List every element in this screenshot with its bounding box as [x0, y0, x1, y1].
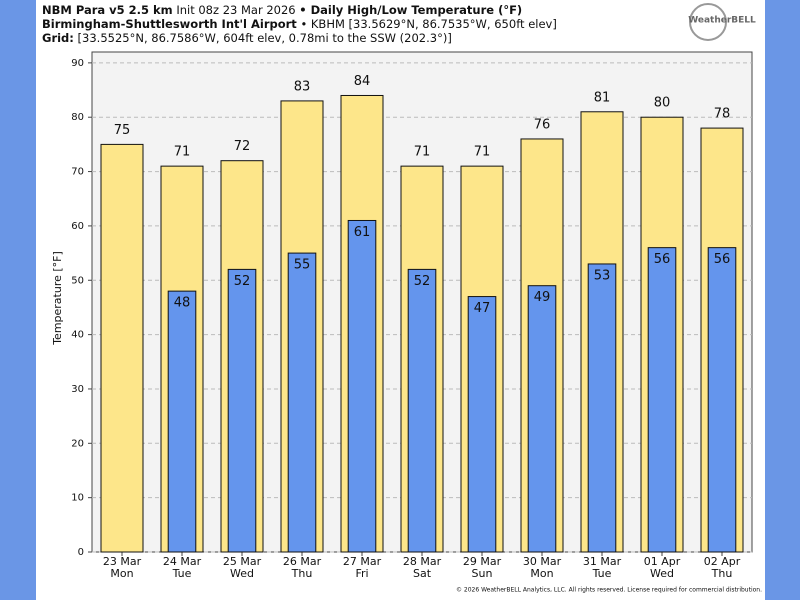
- model: NBM Para v5 2.5 km: [42, 3, 173, 17]
- x-tick-label: 29 Mar: [463, 555, 502, 568]
- y-tick-label: 90: [71, 58, 84, 69]
- init: Init 08z 23 Mar 2026: [176, 3, 295, 17]
- low-bar: [467, 296, 497, 553]
- x-tick-label: 26 Mar: [283, 555, 322, 568]
- x-tick-label: 02 Apr: [704, 555, 741, 568]
- value-label: 71: [474, 145, 491, 160]
- value-label: 52: [234, 274, 251, 289]
- y-tick-label: 30: [71, 384, 84, 395]
- x-tick-weekday: Thu: [711, 567, 733, 580]
- value-label: 75: [114, 123, 131, 138]
- x-tick-weekday: Wed: [230, 567, 254, 580]
- low-bar: [287, 252, 317, 553]
- y-axis-label: Temperature [°F]: [51, 251, 64, 346]
- value-label: 47: [474, 301, 491, 316]
- value-label: 53: [594, 268, 611, 283]
- x-tick-weekday: Tue: [592, 567, 612, 580]
- x-tick-weekday: Sun: [472, 567, 493, 580]
- value-label: 72: [234, 139, 251, 154]
- value-label: 84: [354, 74, 371, 89]
- x-tick-label: 27 Mar: [343, 555, 382, 568]
- x-tick-weekday: Sat: [413, 567, 432, 580]
- grid-info: [33.5525°N, 86.7586°W, 604ft elev, 0.78m…: [78, 31, 452, 45]
- logo: WeatherBELL: [688, 16, 756, 26]
- station-info: • KBHM [33.5629°N, 86.7535°W, 650ft elev…: [300, 17, 556, 31]
- x-tick-weekday: Mon: [530, 567, 553, 580]
- x-tick-weekday: Tue: [172, 567, 192, 580]
- value-label: 52: [414, 274, 431, 289]
- x-tick-label: 23 Mar: [103, 555, 142, 568]
- low-bar: [227, 268, 257, 553]
- y-tick-label: 60: [71, 221, 84, 232]
- low-bar: [587, 263, 617, 553]
- x-tick-weekday: Fri: [355, 567, 368, 580]
- value-label: 56: [654, 252, 671, 267]
- value-label: 78: [714, 107, 731, 122]
- product: • Daily High/Low Temperature (°F): [299, 3, 522, 17]
- x-tick-label: 24 Mar: [163, 555, 202, 568]
- value-label: 83: [294, 79, 311, 94]
- y-tick-label: 80: [71, 112, 84, 123]
- x-tick-weekday: Thu: [291, 567, 313, 580]
- y-tick-label: 40: [71, 330, 84, 341]
- x-tick-label: 25 Mar: [223, 555, 262, 568]
- low-bar: [167, 290, 197, 553]
- x-tick-label: 30 Mar: [523, 555, 562, 568]
- value-label: 55: [294, 258, 311, 273]
- x-tick-label: 28 Mar: [403, 555, 442, 568]
- low-bar: [527, 285, 557, 553]
- x-tick-weekday: Mon: [110, 567, 133, 580]
- value-label: 81: [594, 90, 611, 105]
- value-label: 48: [174, 296, 191, 311]
- x-tick-label: 31 Mar: [583, 555, 622, 568]
- header-line1: NBM Para v5 2.5 km Init 08z 23 Mar 2026 …: [42, 3, 522, 17]
- station: Birmingham-Shuttlesworth Int'l Airport: [42, 17, 297, 31]
- high-bar: [100, 143, 144, 553]
- grid-label: Grid:: [42, 31, 74, 45]
- footer: © 2026 WeatherBELL Analytics, LLC. All r…: [456, 587, 762, 594]
- x-tick-label: 01 Apr: [644, 555, 681, 568]
- value-label: 71: [174, 145, 191, 160]
- value-label: 71: [414, 145, 431, 160]
- value-label: 76: [534, 117, 551, 132]
- y-tick-label: 0: [78, 547, 84, 558]
- low-bar: [647, 247, 677, 553]
- low-bar: [707, 247, 737, 553]
- logo-swirl: [689, 3, 727, 41]
- value-label: 49: [534, 290, 551, 305]
- header-line2: Birmingham-Shuttlesworth Int'l Airport •…: [42, 17, 557, 31]
- y-tick-label: 70: [71, 167, 84, 178]
- value-label: 61: [354, 225, 371, 240]
- header-line3: Grid: [33.5525°N, 86.7586°W, 604ft elev,…: [42, 31, 452, 45]
- low-bar: [347, 219, 377, 553]
- value-label: 56: [714, 252, 731, 267]
- low-bar: [407, 268, 437, 553]
- y-tick-label: 10: [71, 493, 84, 504]
- y-tick-label: 50: [71, 275, 84, 286]
- value-label: 80: [654, 96, 671, 111]
- y-tick-label: 20: [71, 438, 84, 449]
- x-tick-weekday: Wed: [650, 567, 674, 580]
